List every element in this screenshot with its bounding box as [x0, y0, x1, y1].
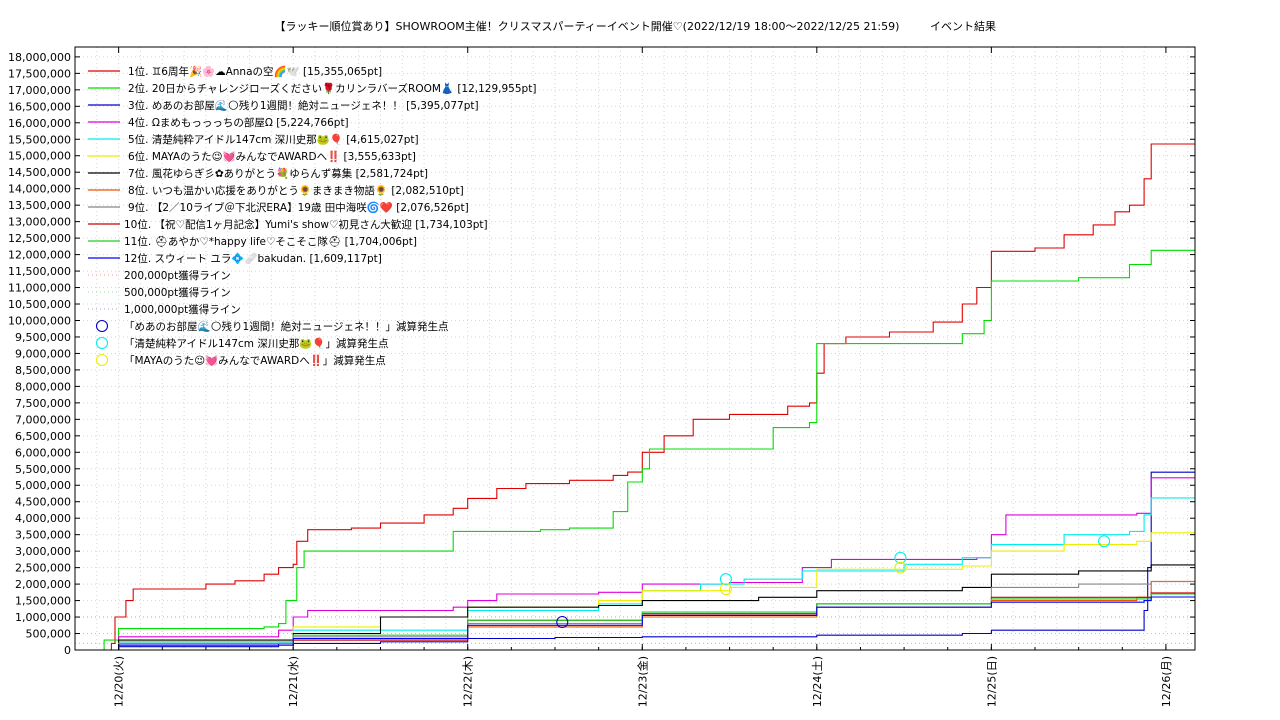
y-tick-label: 17,000,000: [8, 84, 71, 97]
y-tick-label: 4,000,000: [15, 512, 71, 525]
y-tick-label: 8,500,000: [15, 364, 71, 377]
x-axis-ticks: 12/20(火) 12/21(水) 12/22(木) 12/23(金) 12/24(土)…: [74, 47, 1173, 707]
y-tick-label: 14,000,000: [8, 183, 71, 196]
x-tick-label: 12/20(火): [113, 656, 126, 707]
y-tick-label: 11,000,000: [8, 282, 71, 295]
legend-entry: 200,000pt獲得ライン: [124, 269, 231, 282]
legend-entry: 2位. 20日からチャレンジローズください🌹カリンラバーズROOM👗 [12,1…: [128, 82, 536, 95]
marker-point: [894, 551, 907, 564]
y-tick-label: 11,500,000: [8, 265, 71, 278]
y-tick-label: 9,000,000: [15, 347, 71, 360]
legend-marker: [95, 319, 109, 333]
series-line-2: [75, 249, 1195, 651]
legend-entry: 1,000,000pt獲得ライン: [124, 303, 241, 316]
y-tick-label: 18,000,000: [8, 51, 71, 64]
marker-point: [719, 582, 732, 596]
y-tick-label: 13,500,000: [8, 199, 71, 212]
marker-point: [894, 561, 907, 574]
y-tick-label: 16,000,000: [8, 117, 71, 130]
y-tick-label: 15,500,000: [8, 133, 71, 146]
chart-title: 【ラッキー順位賞あり】SHOWROOM主催！クリスマスパーティーイベント開催♡(…: [275, 19, 996, 33]
y-axis-ticks: 0 500,000 1,000,000 1,500,000 2,000,000 2,500…: [8, 51, 1195, 657]
legend-marker: [95, 336, 109, 350]
y-tick-label: 8,000,000: [15, 380, 71, 393]
y-tick-label: 3,500,000: [15, 529, 71, 542]
legend-entry: 1位. ♊6周年🎉🌸☁Annaの空🌈🕊️ [15,355,065pt]: [128, 65, 382, 78]
y-tick-label: 1,500,000: [15, 595, 71, 608]
chart-title-text: 【ラッキー順位賞あり】SHOWROOM主催！クリスマスパーティーイベント開催♡(…: [275, 19, 900, 33]
chart-title-suffix: イベント結果: [930, 19, 996, 33]
series-line-12: [75, 596, 1195, 651]
x-tick-label: 12/22(木): [462, 656, 475, 707]
y-tick-label: 12,000,000: [8, 249, 71, 262]
legend-entry: 12位. スウィート ユラ💠🩹bakudan. [1,609,117pt]: [124, 252, 382, 265]
y-tick-label: 17,500,000: [8, 67, 71, 80]
y-tick-label: 16,500,000: [8, 100, 71, 113]
legend: 1位. ♊6周年🎉🌸☁Annaの空🌈🕊️ [15,355,065pt] 2位. 2…: [88, 65, 536, 367]
legend-entry: 「めあのお部屋🌊🌕残り1週間！絶対ニュージェネ！！」減算発生点: [124, 320, 449, 333]
series-line-7: [75, 564, 1195, 651]
legend-entry: 500,000pt獲得ライン: [124, 286, 231, 299]
y-tick-label: 2,000,000: [15, 578, 71, 591]
y-tick-label: 14,500,000: [8, 166, 71, 179]
legend-entry: 7位. 風花ゆらぎ彡✿ありがとう💐ゆらんず募集 [2,581,724pt]: [128, 167, 428, 180]
y-tick-label: 10,000,000: [8, 314, 71, 327]
y-tick-label: 12,500,000: [8, 232, 71, 245]
legend-entry: 3位. めあのお部屋🌊🌕残り1週間！絶対ニュージェネ！！ [5,395,077p…: [128, 99, 479, 112]
series-line-1: [75, 143, 1195, 651]
y-tick-label: 13,000,000: [8, 216, 71, 229]
y-tick-label: 7,500,000: [15, 397, 71, 410]
legend-entry: 10位. 【祝♡配信1ヶ月記念】Yumi's show♡初見さん大歓迎 [1,7…: [124, 218, 488, 231]
marker-point: [1098, 535, 1111, 548]
y-tick-label: 5,500,000: [15, 463, 71, 476]
x-tick-label: 12/21(水): [287, 656, 300, 707]
y-tick-label: 500,000: [26, 628, 72, 641]
y-tick-label: 15,000,000: [8, 150, 71, 163]
marker-points: [556, 535, 1111, 629]
series-line-6: [75, 532, 1195, 651]
legend-entry: 11位. ⛑あやか♡*happy life♡そこそこ隊⛑ [1,704,006p…: [124, 235, 417, 248]
y-tick-label: 4,500,000: [15, 496, 71, 509]
marker-point: [556, 615, 569, 629]
y-tick-label: 10,500,000: [8, 298, 71, 311]
legend-entry: 6位. MAYAのうた😉💓みんなでAWARDへ‼️ [3,555,633pt]: [128, 150, 416, 163]
y-tick-label: 0: [64, 644, 71, 657]
series-line-3: [75, 471, 1195, 651]
series-lines: [75, 143, 1195, 651]
legend-marker: [95, 353, 109, 367]
series-line-4: [75, 477, 1195, 651]
marker-point: [719, 573, 732, 586]
legend-entry: 「MAYAのうた😉💓みんなでAWARDへ‼️」減算発生点: [124, 354, 386, 367]
y-tick-label: 7,000,000: [15, 413, 71, 426]
legend-entry: 「清楚純粋アイドル147cm 深川史那🐸🎈」減算発生点: [124, 337, 389, 350]
reference-lines: [75, 616, 1195, 644]
y-tick-label: 6,000,000: [15, 446, 71, 459]
x-tick-label: 12/26(月): [1160, 656, 1173, 707]
y-tick-label: 6,500,000: [15, 430, 71, 443]
legend-entry: 8位. いつも温かい応援をありがとう🌻まきまき物語🌻 [2,082,510pt]: [128, 184, 464, 197]
y-tick-label: 5,000,000: [15, 479, 71, 492]
x-tick-label: 12/24(土): [811, 656, 824, 707]
y-tick-label: 9,500,000: [15, 331, 71, 344]
legend-entry: 4位. Ωまめもっっっちの部屋Ω [5,224,766pt]: [128, 116, 349, 129]
plot-frame: [74, 46, 1196, 651]
y-tick-label: 2,500,000: [15, 562, 71, 575]
x-tick-label: 12/23(金): [635, 656, 649, 707]
legend-entry: 5位. 清楚純粋アイドル147cm 深川史那🐸🎈 [4,615,027pt]: [128, 133, 419, 146]
y-tick-label: 1,000,000: [15, 611, 71, 624]
y-tick-label: 3,000,000: [15, 545, 71, 558]
legend-entry: 9位. 【2／10ライブ＠下北沢ERA】19歳 田中海咲🌀❤️ [2,076,5…: [128, 201, 469, 214]
x-tick-label: 12/25(日): [985, 656, 998, 707]
